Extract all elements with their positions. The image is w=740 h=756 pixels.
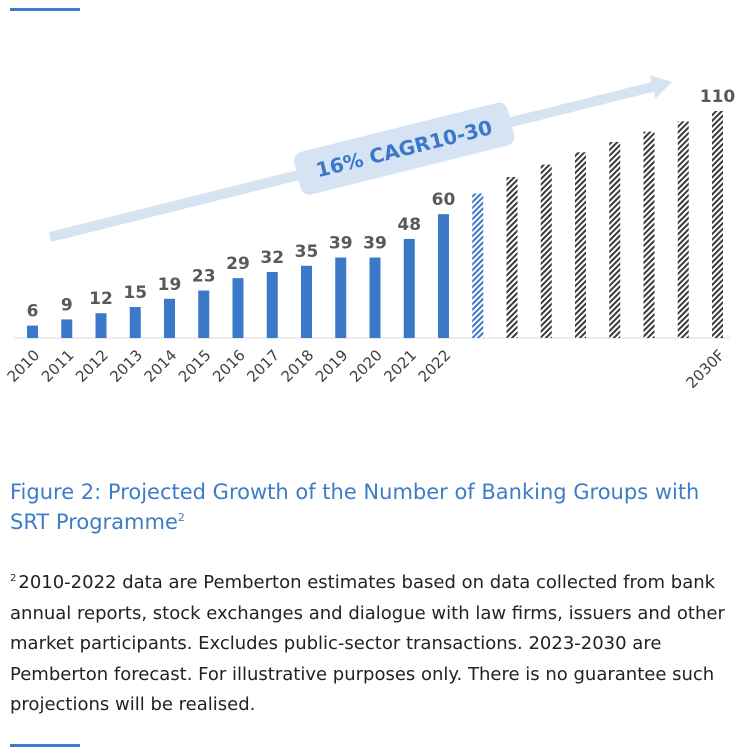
data-label-2018: 35 [295, 242, 319, 262]
data-label-2012: 12 [89, 289, 113, 309]
bar-2018 [301, 265, 312, 338]
x-tick-label-2010: 2010 [4, 346, 44, 386]
x-tick-label-2018: 2018 [278, 346, 318, 386]
x-tick-label-2014: 2014 [141, 346, 181, 386]
x-tick-label-2019: 2019 [312, 346, 352, 386]
x-tick-label-2016: 2016 [209, 346, 249, 386]
bar-2017 [266, 271, 278, 338]
bar-2028 [643, 131, 655, 338]
figure-footnote: 2 2010-2022 data are Pemberton estimates … [10, 568, 730, 721]
x-tick-label-2012: 2012 [72, 346, 112, 386]
data-label-2019: 39 [329, 234, 353, 254]
banking-groups-bar-chart: 16% CAGR10-30 6 9 12 15 19 23 29 32 35 39 39 48 60 11… [4, 75, 736, 392]
bar-2029 [677, 121, 689, 339]
x-tick-label-2013: 2013 [106, 346, 146, 386]
data-label-2021: 48 [397, 215, 421, 235]
data-label-2014: 19 [158, 275, 182, 295]
data-label-2015: 23 [192, 267, 216, 287]
data-label-2020: 39 [363, 234, 387, 254]
data-label-2030f: 110 [700, 87, 736, 107]
bottom-rule [10, 744, 80, 747]
bar-2025 [540, 164, 552, 338]
bar-2026 [575, 152, 586, 338]
bar-2011 [61, 319, 73, 338]
bar-2030f [712, 111, 723, 338]
data-label-2017: 32 [260, 248, 284, 268]
data-label-2016: 29 [226, 254, 250, 274]
bar-2016 [232, 278, 244, 338]
data-label-2010: 6 [27, 302, 39, 322]
bar-2014 [164, 298, 175, 338]
x-tick-label-2022: 2022 [415, 346, 455, 386]
bar-2021 [403, 238, 415, 338]
cagr-badge [294, 102, 515, 195]
x-tick-label-2015: 2015 [175, 346, 215, 386]
x-tick-label-2030f: 2030F [682, 346, 728, 392]
x-tick-label-2011: 2011 [38, 346, 78, 386]
top-rule [10, 8, 80, 11]
data-label-2011: 9 [61, 295, 73, 315]
x-tick-label-2017: 2017 [243, 346, 283, 386]
bar-2019 [335, 257, 347, 338]
x-tick-label-2021: 2021 [380, 346, 420, 386]
data-label-2022: 60 [432, 190, 456, 210]
bar-2013 [129, 307, 141, 338]
bar-2022 [438, 214, 449, 338]
footnote-marker: 2 [10, 573, 17, 584]
caption-footnote-marker: 2 [177, 511, 185, 524]
figure-caption-text: Figure 2: Projected Growth of the Number… [10, 480, 700, 534]
bar-2027 [609, 141, 621, 338]
figure-caption: Figure 2: Projected Growth of the Number… [10, 477, 725, 537]
bar-2024 [506, 177, 518, 338]
bar-2015 [198, 290, 210, 338]
bar-2020 [369, 257, 381, 338]
x-tick-label-2020: 2020 [346, 346, 386, 386]
bar-2012 [95, 313, 107, 338]
bar-2023 [472, 193, 484, 338]
data-label-2013: 15 [123, 283, 147, 303]
footnote-text: 2010-2022 data are Pemberton estimates b… [10, 572, 725, 715]
bar-2010 [27, 325, 38, 338]
cagr-arrow: 16% CAGR10-30 [48, 75, 673, 242]
